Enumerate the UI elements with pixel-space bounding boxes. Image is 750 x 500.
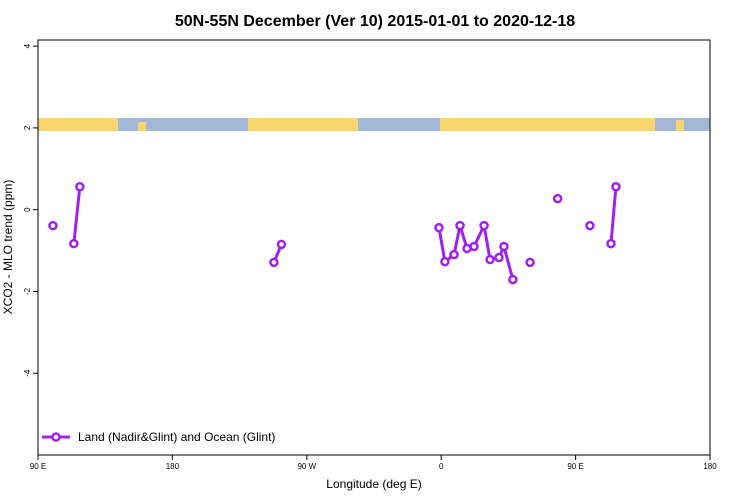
data-point xyxy=(585,220,595,231)
land-band xyxy=(38,118,118,131)
data-point xyxy=(48,220,58,231)
y-tick-label: 4 xyxy=(23,43,32,48)
data-point xyxy=(494,252,504,263)
x-tick-label: 90 W xyxy=(297,462,316,471)
land-band xyxy=(138,122,146,131)
y-tick-label: 2 xyxy=(23,125,32,130)
y-tick-label: -2 xyxy=(23,287,32,295)
data-point xyxy=(276,239,287,250)
x-axis-label: Longitude (deg E) xyxy=(326,477,421,491)
series-line xyxy=(72,186,618,280)
data-point xyxy=(499,241,509,252)
data-point xyxy=(269,257,279,268)
data-point xyxy=(508,274,518,285)
data-point xyxy=(479,220,489,231)
data-point xyxy=(449,249,459,260)
x-tick-label: 180 xyxy=(166,462,180,471)
data-point xyxy=(606,238,616,249)
land-band xyxy=(440,118,655,131)
y-axis-label: XCO2 - MLO trend (ppm) xyxy=(1,180,15,315)
x-tick-label: 90 E xyxy=(567,462,583,471)
data-point xyxy=(611,182,621,192)
data-point xyxy=(434,222,444,233)
x-tick-label: 90 E xyxy=(30,462,46,471)
data-point xyxy=(455,220,465,231)
data-point xyxy=(69,238,79,249)
land-band xyxy=(676,120,684,131)
y-tick-label: 0 xyxy=(23,207,32,212)
x-tick-label: 180 xyxy=(703,462,717,471)
data-point xyxy=(75,182,85,192)
data-point xyxy=(469,241,479,252)
x-tick-label: 0 xyxy=(439,462,444,471)
legend-label: Land (Nadir&Glint) and Ocean (Glint) xyxy=(78,430,275,444)
land-band xyxy=(248,118,358,131)
legend-marker xyxy=(51,432,61,442)
plot-frame xyxy=(37,39,711,456)
map-strip xyxy=(38,118,710,131)
y-tick-label: -4 xyxy=(23,369,32,377)
data-point xyxy=(485,254,495,265)
data-point xyxy=(440,256,450,267)
data-point xyxy=(552,193,563,204)
data-point xyxy=(525,257,535,268)
chart-title: 50N-55N December (Ver 10) 2015-01-01 to … xyxy=(175,13,575,30)
